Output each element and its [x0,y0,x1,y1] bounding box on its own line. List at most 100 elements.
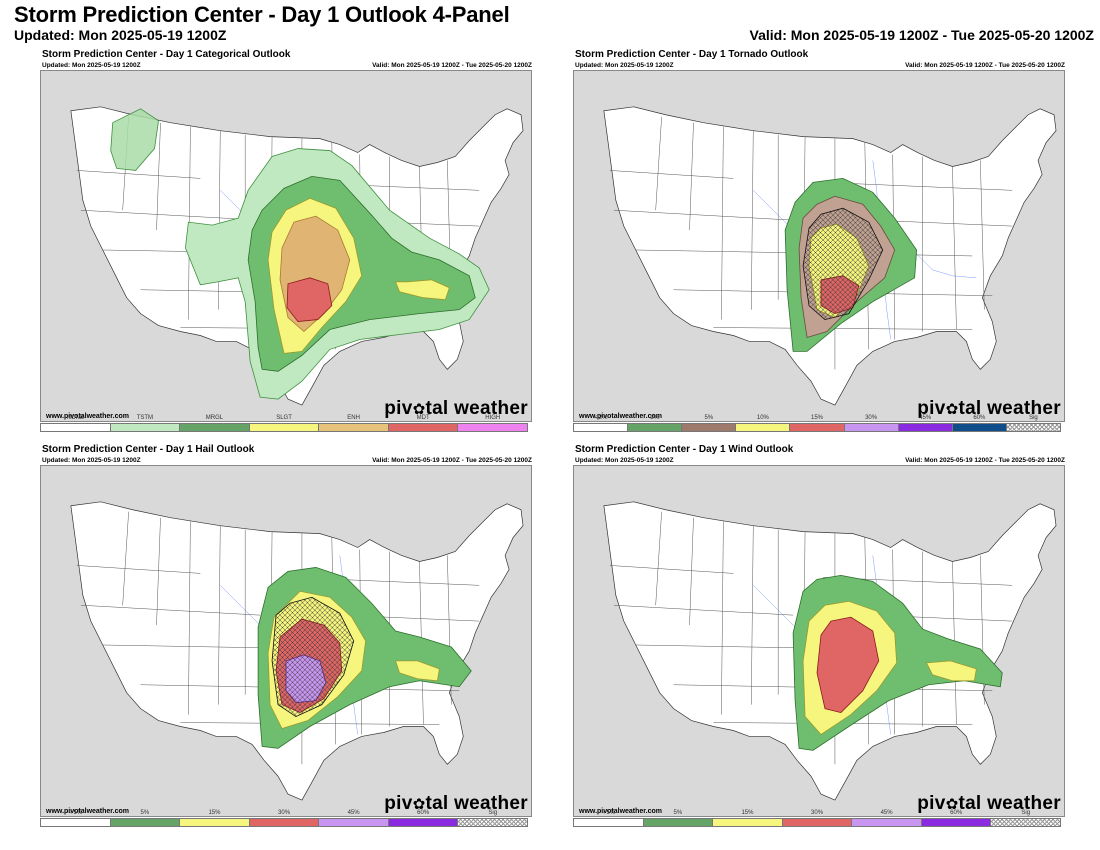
legend-swatch: 15% [180,810,250,826]
legend-swatch: Sig [458,810,528,826]
gear-star-icon: ✿ [945,796,959,813]
page-title: Storm Prediction Center - Day 1 Outlook … [14,2,510,27]
us-map [41,71,531,421]
legend-label: 15% [810,415,823,421]
brand-logo: piv✿tal weather [917,793,1061,814]
legend-tornado: < 2% 2% 5% 10% 15% 30% 45% 60% Sig [573,415,1061,432]
legend-label: Sig [1021,810,1031,816]
panel-valid: Valid: Mon 2025-05-19 1200Z - Tue 2025-0… [372,62,532,69]
legend-swatch: MRGL [180,415,250,431]
legend-swatch: 2% [628,415,683,431]
legend-label: HIGH [485,415,501,421]
panel-tornado: Storm Prediction Center - Day 1 Tornado … [569,49,1065,436]
legend-label: < 5% [68,810,83,816]
panel-hail: Storm Prediction Center - Day 1 Hail Out… [36,444,532,831]
legend-label: 45% [347,810,360,816]
legend-swatch: 10% [736,415,791,431]
legend-swatch: HIGH [458,415,528,431]
legend-label: 5% [704,415,714,421]
brand-logo: piv✿tal weather [917,398,1061,419]
legend-label: 30% [865,415,878,421]
legend-label: Sig [488,810,498,816]
page-valid: Valid: Mon 2025-05-19 1200Z - Tue 2025-0… [749,27,1094,43]
map-categorical[interactable]: www.pivotalweather.com piv✿tal weather [40,70,532,422]
gear-star-icon: ✿ [945,401,959,418]
legend-label: < 5% [601,810,616,816]
legend-label: 10% [756,415,769,421]
panel-wind: Storm Prediction Center - Day 1 Wind Out… [569,444,1065,831]
legend-label: 30% [278,810,291,816]
legend-swatch: 60% [952,415,1007,431]
panel-title: Storm Prediction Center - Day 1 Wind Out… [575,444,794,455]
brand-logo: piv✿tal weather [384,398,528,419]
panel-updated: Updated: Mon 2025-05-19 1200Z [42,457,141,464]
legend-swatch: Sig [1006,415,1060,431]
legend-label: MRGL [205,415,224,421]
panel-valid: Valid: Mon 2025-05-19 1200Z - Tue 2025-0… [905,62,1065,69]
legend-label: 5% [140,810,150,816]
legend-swatch: 15% [713,810,783,826]
legend-swatch: SLGT [249,415,320,431]
legend-label: < 2% [593,415,608,421]
site-url[interactable]: www.pivotalweather.com [579,413,662,420]
legend-swatch: < 5% [574,810,644,826]
legend-swatch: 5% [682,415,737,431]
legend-swatch: 60% [388,810,459,826]
legend-swatch: 30% [782,810,853,826]
legend-swatch: 45% [852,810,922,826]
legend-label: Sig [1029,415,1038,421]
legend-label: 60% [973,415,986,421]
legend-swatch: 60% [921,810,992,826]
legend-label: 60% [950,810,963,816]
brand-logo: piv✿tal weather [384,793,528,814]
panel-updated: Updated: Mon 2025-05-19 1200Z [42,62,141,69]
legend-label: TSTM [136,415,154,421]
legend-hail: < 5% 5% 15% 30% 45% 60% Sig [40,810,528,827]
legend-label: 60% [417,810,430,816]
panel-title: Storm Prediction Center - Day 1 Hail Out… [42,444,255,455]
legend-label: 30% [811,810,824,816]
legend-swatch: 5% [110,810,181,826]
legend-label: 45% [919,415,932,421]
panel-valid: Valid: Mon 2025-05-19 1200Z - Tue 2025-0… [372,457,532,464]
legend-swatch: NONE [41,415,111,431]
panel-title: Storm Prediction Center - Day 1 Categori… [42,49,291,60]
legend-label: MDT [416,415,430,421]
legend-label: SLGT [276,415,292,421]
legend-swatch: < 2% [574,415,629,431]
legend-swatch: 30% [249,810,320,826]
panel-updated: Updated: Mon 2025-05-19 1200Z [575,62,674,69]
map-hail[interactable]: www.pivotalweather.com piv✿tal weather [40,465,532,817]
legend-label: 5% [673,810,683,816]
us-map [41,466,531,816]
legend-label: 45% [880,810,893,816]
legend-label: 15% [208,810,221,816]
gear-star-icon: ✿ [412,401,426,418]
legend-label: 15% [741,810,754,816]
legend-wind: < 5% 5% 15% 30% 45% 60% Sig [573,810,1061,827]
legend-swatch: MDT [388,415,459,431]
legend-swatch: 45% [898,415,953,431]
legend-swatch: 30% [844,415,899,431]
gear-star-icon: ✿ [412,796,426,813]
legend-label: 2% [650,415,659,421]
site-url[interactable]: www.pivotalweather.com [46,808,129,815]
site-url[interactable]: www.pivotalweather.com [579,808,662,815]
us-map [574,71,1064,421]
legend-swatch: < 5% [41,810,111,826]
legend-label: NONE [66,415,84,421]
panel-updated: Updated: Mon 2025-05-19 1200Z [575,457,674,464]
map-tornado[interactable]: www.pivotalweather.com piv✿tal weather [573,70,1065,422]
panel-title: Storm Prediction Center - Day 1 Tornado … [575,49,809,60]
legend-swatch: Sig [991,810,1061,826]
panel-valid: Valid: Mon 2025-05-19 1200Z - Tue 2025-0… [905,457,1065,464]
legend-categorical: NONE TSTM MRGL SLGT ENH MDT HIGH [40,415,528,432]
legend-swatch: 15% [790,415,845,431]
site-url[interactable]: www.pivotalweather.com [46,413,129,420]
legend-swatch: 45% [319,810,389,826]
page-updated: Updated: Mon 2025-05-19 1200Z [14,27,227,43]
legend-swatch: 5% [643,810,714,826]
panel-categorical: Storm Prediction Center - Day 1 Categori… [36,49,532,436]
map-wind[interactable]: www.pivotalweather.com piv✿tal weather [573,465,1065,817]
legend-swatch: ENH [319,415,389,431]
